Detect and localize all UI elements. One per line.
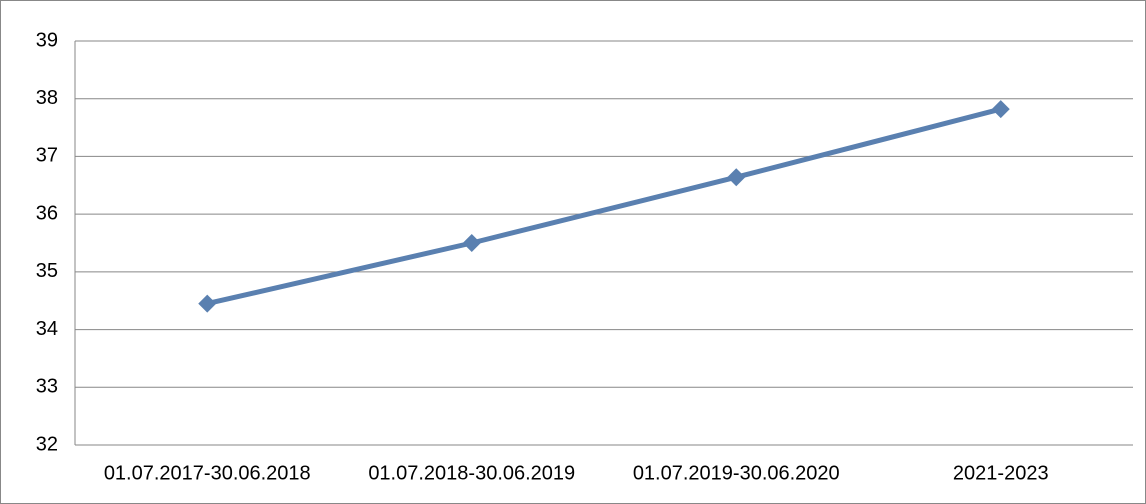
marker — [198, 294, 217, 313]
y-tick-label: 34 — [36, 318, 58, 340]
y-tick-label: 33 — [36, 376, 58, 398]
line — [206, 106, 1002, 307]
y-tick-label: 39 — [36, 29, 58, 51]
y-tick-label: 37 — [36, 145, 58, 167]
y-tick-label: 35 — [36, 260, 58, 282]
x-tick-label: 01.07.2018-30.06.2019 — [368, 462, 575, 484]
x-tick-label: 2021-2023 — [953, 462, 1049, 484]
marker — [727, 168, 746, 187]
marker — [462, 234, 481, 252]
marker — [991, 100, 1010, 119]
x-tick-label: 01.07.2019-30.06.2020 — [633, 462, 840, 484]
y-tick-label: 32 — [36, 433, 58, 455]
x-tick-label: 01.07.2017-30.06.2018 — [104, 462, 311, 484]
y-tick-label: 38 — [36, 87, 58, 109]
y-tick-label: 36 — [36, 202, 58, 224]
